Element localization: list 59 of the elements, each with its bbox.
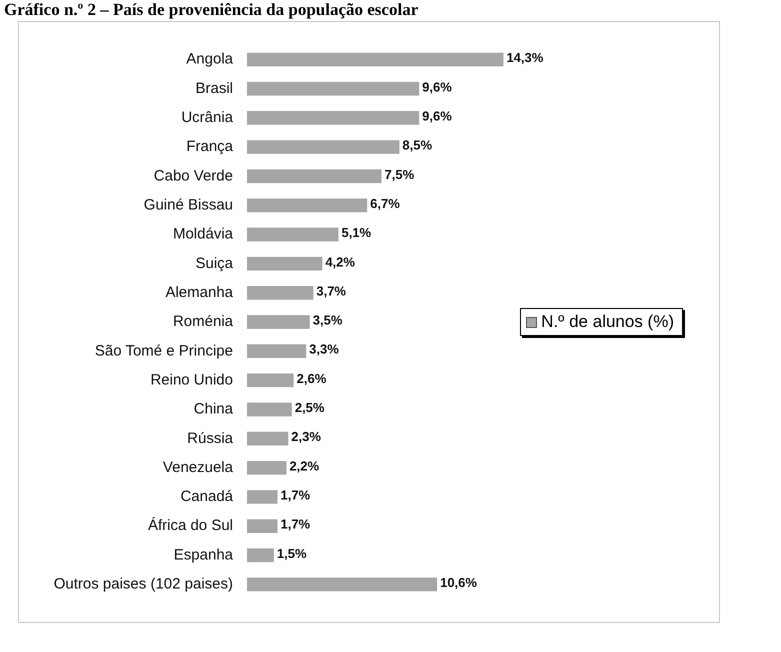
data-label: 3,5% — [312, 312, 343, 328]
y-tick-label: Cabo Verde — [154, 167, 233, 184]
y-tick-label: Ucrânia — [181, 109, 234, 126]
y-tick-label: Angola — [186, 50, 234, 68]
y-tick-label: Roménia — [172, 313, 234, 330]
y-tick-label: Alemanha — [165, 284, 234, 301]
bar — [247, 315, 310, 329]
y-tick-label: Moldávia — [172, 226, 234, 243]
bar — [247, 373, 294, 388]
data-label: 2,6% — [296, 370, 327, 386]
data-label: 9,6% — [422, 79, 452, 94]
data-label: 1,7% — [280, 516, 311, 532]
bar — [247, 52, 504, 66]
bar — [247, 198, 368, 212]
bar — [247, 460, 286, 475]
data-label: 3,3% — [309, 342, 340, 357]
bar — [247, 140, 400, 154]
y-tick-label: Guiné Bissau — [144, 196, 233, 214]
bar — [247, 256, 322, 271]
y-tick-label: Espanha — [174, 546, 234, 564]
data-label: 3,7% — [316, 283, 346, 298]
data-label: 1,7% — [280, 488, 311, 503]
bar — [247, 432, 288, 446]
bar — [247, 286, 314, 300]
y-tick-label: Venezuela — [162, 458, 234, 476]
y-tick-label: Suiça — [195, 254, 234, 272]
y-tick-label: Outros paises (102 paises) — [54, 576, 233, 593]
bar — [247, 111, 420, 125]
bar — [247, 169, 382, 184]
bar — [247, 82, 420, 96]
data-label: 2,3% — [291, 429, 322, 444]
data-label: 2,5% — [294, 400, 325, 416]
bar — [247, 578, 438, 592]
legend-label: N.º de alunos (%) — [541, 312, 674, 332]
data-label: 1,5% — [276, 546, 307, 561]
data-label: 5,1% — [341, 225, 372, 240]
y-tick-label: França — [186, 138, 234, 156]
data-label: 4,2% — [325, 254, 356, 270]
y-tick-label: África do Sul — [148, 516, 233, 534]
bar — [247, 402, 292, 416]
y-tick-label: China — [194, 400, 234, 418]
y-tick-label: Canadá — [180, 488, 234, 506]
bar — [247, 490, 278, 504]
data-label: 6,7% — [370, 196, 400, 211]
chart-title: Gráfico n.º 2 – País de proveniência da população escolar — [3, 0, 420, 19]
y-tick-label: Brasil — [195, 80, 233, 97]
bar — [247, 228, 338, 242]
data-label: 9,6% — [422, 108, 452, 124]
data-label: 10,6% — [440, 575, 478, 590]
y-tick-label: Reino Unido — [150, 371, 233, 388]
y-tick-label: São Tomé e Principe — [94, 342, 233, 360]
y-tick-label: Rússia — [187, 430, 234, 447]
bar — [247, 548, 274, 562]
data-label: 2,2% — [289, 458, 320, 474]
data-label: 8,5% — [402, 138, 433, 153]
bar — [247, 344, 306, 358]
data-label: 14,3% — [506, 50, 544, 66]
data-label: 7,5% — [384, 166, 415, 182]
bar — [247, 519, 278, 533]
